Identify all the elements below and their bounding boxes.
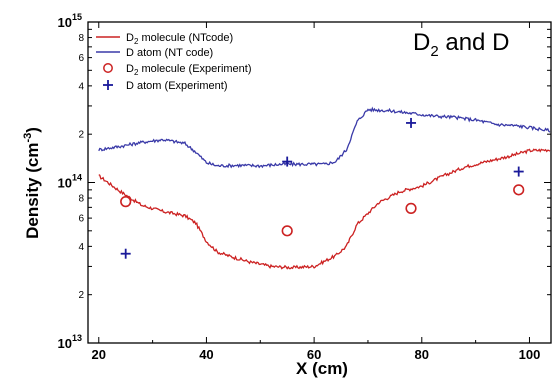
y-decade-label: 1015 xyxy=(58,12,82,30)
y-minor-label: 4 xyxy=(78,81,84,92)
experiment-d-point xyxy=(120,248,131,259)
y-minor-label: 4 xyxy=(78,242,84,253)
y-minor-label: 6 xyxy=(78,53,84,64)
legend-label: D atom (Experiment) xyxy=(126,80,228,92)
y-minor-label: 8 xyxy=(78,33,84,44)
experiment-d-point xyxy=(513,166,524,177)
panel-title: D2 and D xyxy=(413,29,509,60)
experiment-d-point xyxy=(282,156,293,167)
y-axis-title: Density (cm-3) xyxy=(22,127,42,239)
y-decade-label: 1013 xyxy=(58,333,82,351)
x-tick-label: 20 xyxy=(92,347,106,362)
series-line-2 xyxy=(98,106,551,169)
y-minor-label: 8 xyxy=(78,194,84,205)
tick-layer: 20 40 60 80 100 1013 1014 1015 2 4 6 8 2 4 6 8 xyxy=(58,12,551,362)
y-minor-label: 6 xyxy=(78,214,84,225)
legend-label: D atom (NT code) xyxy=(126,47,213,59)
x-tick-label: 60 xyxy=(307,347,321,362)
series-line-1 xyxy=(98,148,551,270)
experiment-d-point xyxy=(406,117,417,128)
x-tick-label: 100 xyxy=(519,347,541,362)
x-tick-label: 80 xyxy=(415,347,429,362)
experiment-d2-point xyxy=(513,184,525,196)
experiment-d2-point xyxy=(120,196,132,208)
experiment-d2-point xyxy=(281,225,293,237)
experiment-d2-point xyxy=(405,202,417,214)
x-tick-label: 40 xyxy=(199,347,213,362)
data-layer xyxy=(98,106,551,270)
x-axis-title: X (cm) xyxy=(296,359,348,378)
y-minor-label: 2 xyxy=(78,130,84,141)
y-decade-label: 1014 xyxy=(58,173,82,191)
legend-label: D2 molecule (NTcode) xyxy=(126,32,233,46)
legend-swatch-circle xyxy=(103,63,113,73)
legend: D2 molecule (NTcode)D atom (NT code) D2 m… xyxy=(96,32,252,92)
legend-label: D2 molecule (Experiment) xyxy=(126,63,252,77)
y-minor-label: 2 xyxy=(78,290,84,301)
